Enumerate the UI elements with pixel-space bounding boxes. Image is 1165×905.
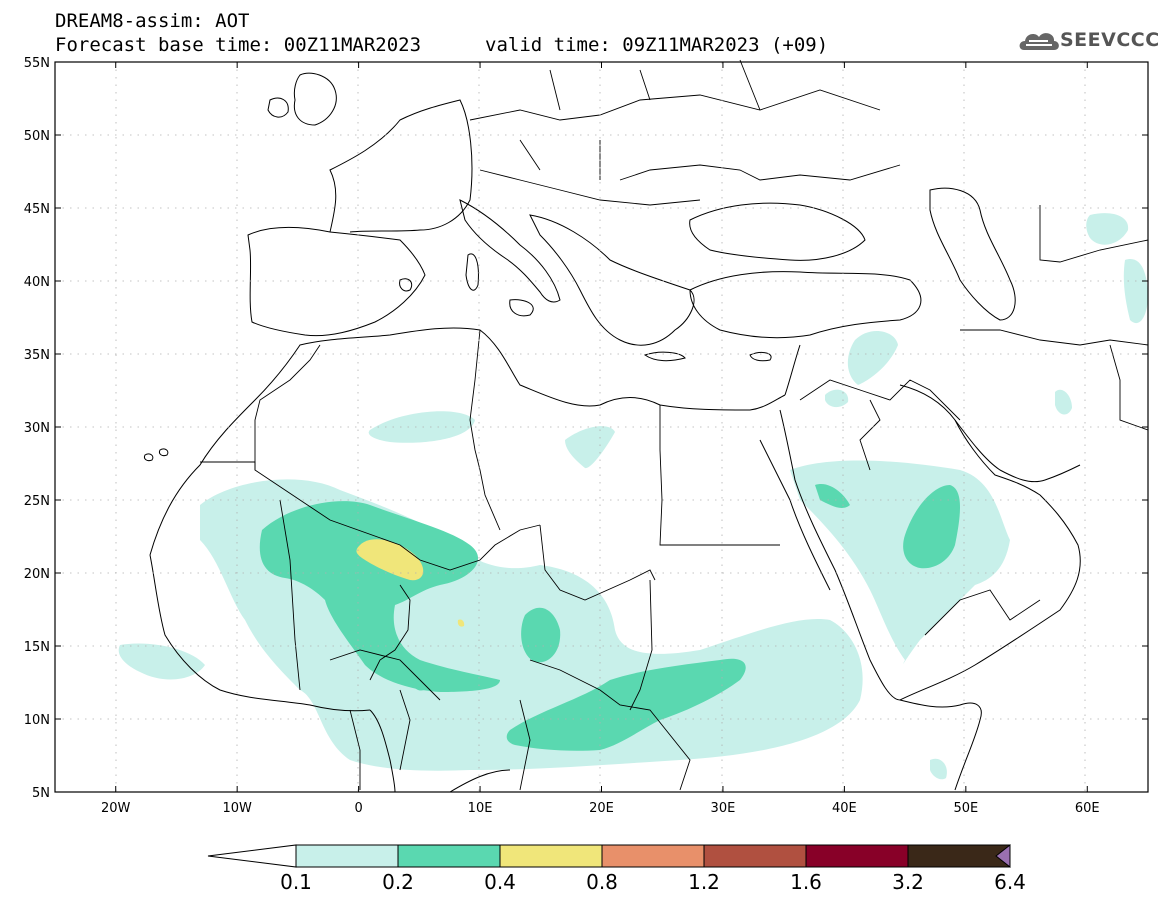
colorbar-label: 3.2 [892,870,924,894]
colorbar-label: 1.6 [790,870,822,894]
lat-tick-label: 35N [24,348,50,363]
graticule [55,62,1148,792]
lat-tick-label: 40N [24,275,50,290]
map-title: DREAM8-assim: AOT [55,10,250,32]
colorbar-swatch [397,844,501,868]
colorbar: 0.1 0.2 0.4 0.8 1.2 1.6 3.2 6.4 [207,843,1026,894]
lat-tick-label: 15N [24,640,50,655]
colorbar-label: 1.2 [688,870,720,894]
colorbar-label: 0.8 [586,870,618,894]
lat-tick-label: 45N [24,202,50,217]
lon-tick-label: 10E [468,801,493,816]
colorbar-swatch [601,844,705,868]
valid-time: valid time: 09Z11MAR2023 (+09) [485,34,829,56]
colorbar-swatch [805,844,909,868]
colorbar-label: 0.1 [280,870,312,894]
lat-tick-label: 50N [24,129,50,144]
lat-tick-label: 20N [24,567,50,582]
colorbar-label: 0.4 [484,870,516,894]
colorbar-underflow-arrow [207,844,297,868]
lon-tick-label: 40E [832,801,857,816]
latitude-ticks: 55N 50N 45N 40N 35N 30N 25N 20N 15N 10N 5N [24,56,1148,801]
lon-tick-label: 20E [589,801,614,816]
seevccc-logo-text: SEEVCCC [1060,29,1160,51]
lon-tick-label: 50E [953,801,978,816]
longitude-ticks: 20W 10W 0 10E 20E 30E 40E 50E 60E [101,62,1100,816]
lat-tick-label: 25N [24,494,50,509]
lat-tick-label: 55N [24,56,50,71]
coastlines [144,72,1081,793]
lon-tick-label: 60E [1075,801,1100,816]
lat-tick-label: 30N [24,421,50,436]
colorbar-swatch [907,844,1011,868]
colorbar-label: 0.2 [382,870,414,894]
colorbar-swatch [499,844,603,868]
seevccc-cloud-icon [1019,33,1059,50]
country-borders [200,59,1149,791]
lat-tick-label: 5N [32,786,50,801]
lon-tick-label: 30E [711,801,736,816]
colorbar-label: 6.4 [994,870,1026,894]
lon-tick-label: 0 [354,801,362,816]
lon-tick-label: 20W [101,801,131,816]
colorbar-swatch [295,844,399,868]
aot-shading [118,213,1148,780]
lat-tick-label: 10N [24,713,50,728]
colorbar-overflow-arrow [995,843,1011,869]
colorbar-swatch [703,844,807,868]
forecast-base-time: Forecast base time: 00Z11MAR2023 [55,34,422,56]
lon-tick-label: 10W [222,801,252,816]
